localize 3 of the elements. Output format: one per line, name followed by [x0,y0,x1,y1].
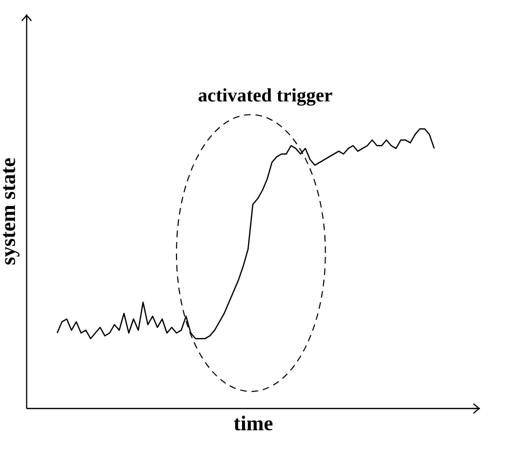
y-axis-title: system state [3,158,20,264]
x-axis-title: time [234,415,273,430]
text: activated trigger [198,88,332,106]
